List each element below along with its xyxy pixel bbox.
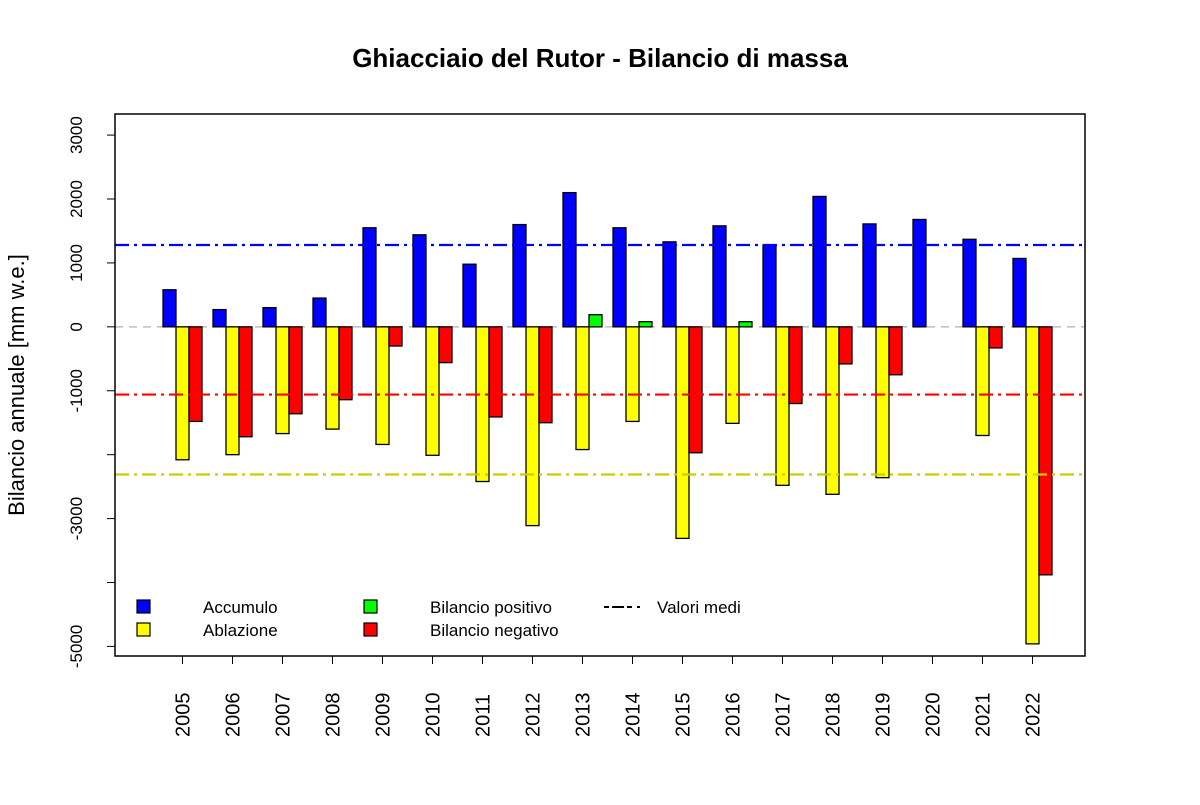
bar-ablazione-2021 [975, 326, 990, 437]
x-tick-label: 2021 [973, 693, 995, 738]
bar-bilancio-2005 [188, 326, 203, 423]
bar-accumulo-2013 [562, 191, 577, 328]
legend-label: Ablazione [203, 621, 278, 640]
plot-area [115, 191, 1085, 645]
bar-accumulo-2016 [712, 225, 727, 328]
bar-accumulo-2009 [362, 227, 377, 328]
bar-ablazione-2012 [525, 326, 540, 527]
legend-label: Bilancio negativo [430, 621, 559, 640]
bar-accumulo-2006 [212, 308, 227, 328]
bar-bilancio-2013 [588, 314, 603, 328]
x-tick-label: 2019 [873, 693, 895, 738]
x-tick-label: 2009 [373, 693, 395, 738]
x-tick-label: 2012 [523, 693, 545, 738]
bar-ablazione-2013 [575, 326, 590, 451]
bar-bilancio-2009 [388, 326, 403, 347]
bar-ablazione-2006 [225, 326, 240, 456]
legend-label: Bilancio positivo [430, 598, 552, 617]
bar-ablazione-2017 [775, 326, 790, 486]
bar-bilancio-2006 [238, 326, 253, 438]
legend-swatch [136, 622, 151, 637]
bar-bilancio-2007 [288, 326, 303, 415]
bar-ablazione-2008 [325, 326, 340, 430]
bar-bilancio-2008 [338, 326, 353, 401]
y-tick-label: 2000 [67, 180, 86, 218]
bar-accumulo-2005 [162, 289, 177, 328]
bar-accumulo-2019 [862, 223, 877, 328]
bar-ablazione-2016 [725, 326, 740, 424]
bar-ablazione-2015 [675, 326, 690, 540]
bar-ablazione-2014 [625, 326, 640, 423]
bar-accumulo-2014 [612, 227, 627, 328]
bar-accumulo-2010 [412, 234, 427, 328]
y-tick-label: -1000 [67, 369, 86, 412]
legend-swatch [363, 599, 378, 614]
x-tick-label: 2022 [1023, 693, 1045, 738]
bar-ablazione-2011 [475, 326, 490, 483]
x-tick-label: 2010 [423, 693, 445, 738]
y-tick-label: 1000 [67, 244, 86, 282]
legend-swatch [363, 622, 378, 637]
bar-bilancio-2021 [988, 326, 1003, 349]
x-tick-label: 2008 [323, 693, 345, 738]
x-tick-label: 2005 [173, 693, 195, 738]
bar-bilancio-2022 [1038, 326, 1053, 576]
bar-accumulo-2015 [662, 241, 677, 328]
x-tick-label: 2017 [773, 693, 795, 738]
y-axis-label: Bilancio annuale [mm w.e.] [4, 254, 29, 516]
x-tick-label: 2013 [573, 693, 595, 738]
bar-accumulo-2021 [962, 238, 977, 328]
bar-bilancio-2016 [738, 321, 753, 328]
bar-bilancio-2018 [838, 326, 853, 365]
bar-ablazione-2009 [375, 326, 390, 446]
bar-bilancio-2017 [788, 326, 803, 405]
x-tick-label: 2007 [273, 693, 295, 738]
bar-ablazione-2007 [275, 326, 290, 435]
bar-bilancio-2019 [888, 326, 903, 376]
bar-bilancio-2014 [638, 321, 653, 328]
legend-label: Valori medi [657, 598, 741, 617]
bar-ablazione-2022 [1025, 326, 1040, 645]
x-tick-label: 2014 [623, 693, 645, 738]
plot-frame [114, 113, 1086, 657]
bar-ablazione-2018 [825, 326, 840, 495]
bar-accumulo-2008 [312, 297, 327, 328]
x-tick-label: 2006 [223, 693, 245, 738]
bar-accumulo-2018 [812, 195, 827, 328]
bar-bilancio-2012 [538, 326, 553, 424]
x-tick-label: 2015 [673, 693, 695, 738]
bar-bilancio-2010 [438, 326, 453, 364]
bar-accumulo-2012 [512, 223, 527, 328]
x-tick-label: 2020 [923, 693, 945, 738]
bar-ablazione-2005 [175, 326, 190, 461]
x-tick-label: 2011 [473, 694, 495, 737]
legend-label: Accumulo [203, 598, 278, 617]
y-tick-label: -3000 [67, 497, 86, 540]
bar-bilancio-2015 [688, 326, 703, 454]
legend-swatch [136, 599, 151, 614]
y-tick-label: 3000 [67, 116, 86, 154]
x-tick-label: 2016 [723, 693, 745, 738]
bar-ablazione-2019 [875, 326, 890, 479]
bar-accumulo-2011 [462, 263, 477, 328]
bar-accumulo-2017 [762, 244, 777, 328]
x-tick-label: 2018 [823, 693, 845, 738]
y-tick-label: -5000 [67, 625, 86, 668]
bar-accumulo-2022 [1012, 257, 1027, 328]
bar-accumulo-2007 [262, 307, 277, 328]
chart-title: Ghiacciaio del Rutor - Bilancio di massa [352, 43, 848, 73]
bar-ablazione-2010 [425, 326, 440, 456]
bar-accumulo-2020 [912, 218, 927, 328]
y-tick-label: 0 [67, 322, 86, 331]
legend: Accumulo Ablazione Bilancio positivo Bilanc… [136, 598, 741, 640]
bar-bilancio-2011 [488, 326, 503, 418]
